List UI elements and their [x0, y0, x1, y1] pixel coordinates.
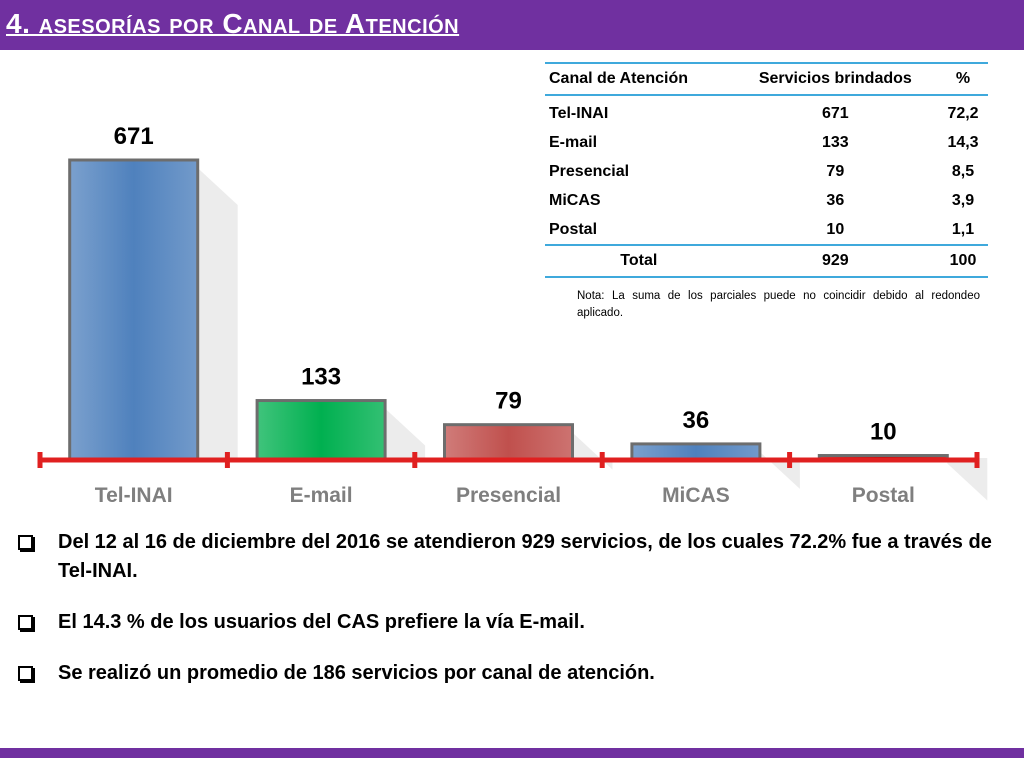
table-cell-channel: Tel-INAI: [549, 104, 609, 122]
bar-shadow: [947, 458, 988, 501]
table-cell-services: 36: [826, 191, 845, 209]
bullet-item: Del 12 al 16 de diciembre del 2016 se at…: [14, 528, 1014, 586]
table-total-label: Total: [545, 244, 733, 278]
bar-presencial: [443, 423, 574, 462]
table-row: E-mail 133 14,3: [545, 128, 988, 157]
table-cell-percent: 8,5: [951, 162, 975, 180]
data-table: Canal de Atención Servicios brindados % …: [545, 62, 988, 278]
table-total-percent: 100: [938, 244, 988, 278]
category-label: Presencial: [456, 484, 561, 507]
table-cell-percent: 1,1: [951, 220, 975, 238]
table-cell-channel: E-mail: [549, 133, 598, 151]
table-cell-services: 671: [821, 104, 849, 122]
bullet-text: Del 12 al 16 de diciembre del 2016 se at…: [58, 531, 992, 582]
bullet-item: Se realizó un promedio de 186 servicios …: [14, 659, 1014, 688]
bar-value-label: 36: [683, 407, 710, 434]
bar-value-label: 671: [114, 123, 154, 150]
slide-title: 4. asesorías por Canal de Atención: [6, 8, 460, 39]
bullet-text: El 14.3 % de los usuarios del CAS prefie…: [58, 611, 585, 633]
table-cell-services: 79: [826, 162, 845, 180]
table-row: MiCAS 36 3,9: [545, 186, 988, 215]
table-cell-channel: Presencial: [549, 162, 630, 180]
bar-shadow: [197, 168, 238, 458]
table-row: Postal 10 1,1: [545, 215, 988, 245]
table-cell-percent: 14,3: [947, 133, 979, 151]
bar-value-label: 10: [870, 419, 897, 446]
table-total-row: Total 929 100: [545, 244, 988, 278]
bar-shadow: [572, 432, 613, 470]
category-label: Postal: [852, 484, 915, 507]
category-label: E-mail: [290, 484, 353, 507]
bar-chart: 671 Tel-INAI 133 E-mail 79 Presencial 36 MiCAS 1…: [37, 123, 988, 507]
table-row: Tel-INAI 671 72,2: [545, 95, 988, 128]
category-label: Tel-INAI: [95, 484, 173, 507]
table-header-percent: %: [938, 62, 988, 96]
bullet-item: El 14.3 % de los usuarios del CAS prefie…: [14, 608, 1014, 637]
table-total-services: 929: [732, 244, 939, 278]
table-header-channel: Canal de Atención: [545, 62, 733, 96]
bullet-text: Se realizó un promedio de 186 servicios …: [58, 662, 655, 684]
table-cell-channel: Postal: [549, 220, 598, 238]
data-table-container: Canal de Atención Servicios brindados % …: [545, 62, 988, 322]
table-row: Presencial 79 8,5: [545, 157, 988, 186]
footer-bar: [0, 748, 1024, 758]
bar-shadow: [759, 451, 800, 489]
bar-value-label: 133: [301, 364, 341, 391]
table-cell-percent: 3,9: [951, 191, 975, 209]
table-cell-channel: MiCAS: [549, 191, 601, 209]
table-cell-percent: 72,2: [947, 104, 979, 122]
category-label: MiCAS: [662, 484, 730, 507]
bullet-list: Del 12 al 16 de diciembre del 2016 se at…: [14, 528, 1014, 710]
bar-tel-inai: [68, 158, 200, 462]
table-cell-services: 10: [826, 220, 845, 238]
checkbox-bullet-icon: [18, 666, 33, 681]
checkbox-bullet-icon: [18, 535, 33, 550]
bar-value-label: 79: [495, 388, 522, 415]
table-note: Nota: La suma de los parciales puede no …: [577, 290, 980, 319]
checkbox-bullet-icon: [18, 615, 33, 630]
header-bar: 4. asesorías por Canal de Atención: [0, 0, 1024, 50]
bar-shadow: [385, 408, 426, 458]
table-header-row: Canal de Atención Servicios brindados %: [545, 62, 988, 96]
bar-e-mail: [255, 399, 387, 462]
table-cell-services: 133: [821, 133, 849, 151]
table-header-services: Servicios brindados: [732, 62, 939, 96]
